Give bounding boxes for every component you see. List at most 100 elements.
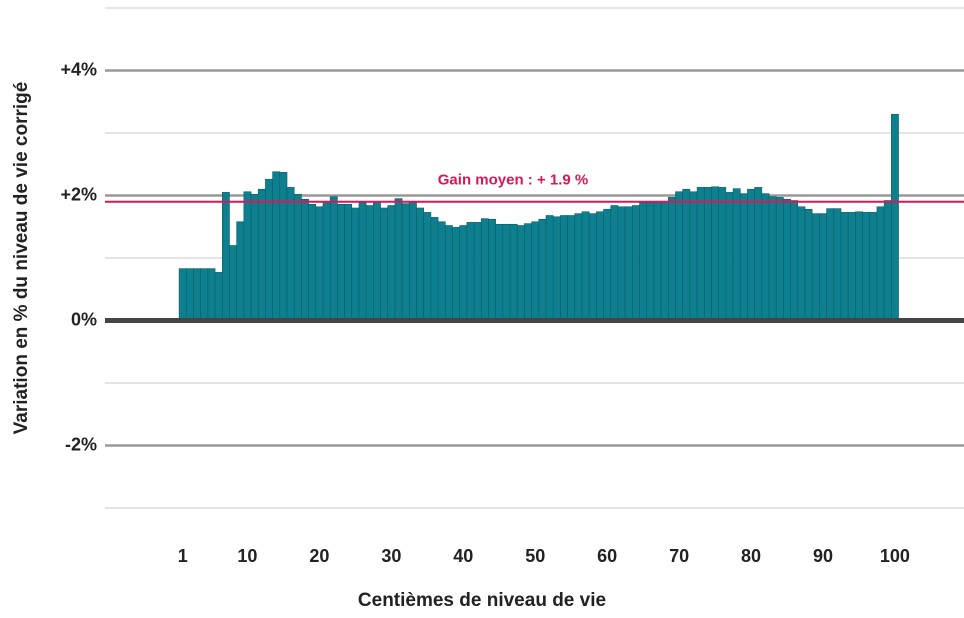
bar	[775, 197, 784, 321]
bar	[308, 203, 317, 321]
bar	[337, 203, 345, 321]
bar	[754, 187, 763, 321]
bar	[272, 171, 281, 321]
bar	[804, 208, 813, 321]
bar	[286, 187, 295, 321]
bar	[747, 188, 755, 321]
bar	[250, 193, 259, 321]
bar	[409, 202, 417, 321]
bar	[560, 215, 568, 321]
bar	[545, 215, 554, 321]
bar	[646, 202, 655, 321]
bar	[632, 205, 640, 321]
bar	[509, 223, 518, 321]
bar	[811, 213, 820, 321]
bar	[315, 206, 324, 321]
bar	[466, 222, 475, 321]
bar	[221, 192, 230, 321]
bar	[531, 221, 540, 321]
bar	[711, 186, 719, 321]
bar	[444, 225, 453, 321]
bar	[761, 193, 770, 321]
bar	[351, 207, 360, 321]
bar	[185, 268, 194, 321]
bar	[279, 172, 288, 321]
bar	[193, 268, 201, 321]
bar	[552, 216, 561, 321]
x-tick-label: 100	[880, 546, 910, 566]
x-tick-label: 40	[453, 546, 473, 566]
bar	[725, 192, 734, 321]
x-tick-label: 1	[178, 546, 188, 566]
bar	[718, 187, 727, 321]
x-tick-label: 30	[381, 546, 401, 566]
bar	[876, 206, 885, 321]
bar	[574, 213, 583, 321]
bar	[236, 221, 245, 321]
bar	[200, 268, 209, 321]
bar	[797, 206, 806, 321]
bar	[495, 223, 504, 321]
bar	[869, 212, 878, 321]
x-tick-label: 90	[813, 546, 833, 566]
y-tick-label: -2%	[65, 434, 97, 454]
bar	[819, 213, 827, 321]
x-tick-label: 10	[237, 546, 257, 566]
bar	[668, 197, 676, 321]
bar	[516, 225, 525, 321]
reference-label: Gain moyen : + 1.9 %	[438, 172, 588, 189]
bar	[891, 113, 899, 321]
y-tick-label: +4%	[60, 59, 97, 79]
bar	[257, 188, 266, 321]
bar	[783, 198, 791, 321]
bar	[373, 202, 381, 321]
bar	[768, 196, 777, 321]
bar	[488, 218, 496, 321]
y-axis-title: Variation en % du niveau de vie corrigé	[11, 82, 32, 435]
bar	[293, 193, 302, 321]
bar	[567, 215, 576, 321]
bar	[689, 191, 698, 321]
bar	[178, 268, 187, 321]
bar	[538, 218, 547, 321]
bar	[322, 201, 331, 321]
bar	[229, 245, 237, 321]
bar	[624, 206, 633, 321]
bar	[703, 187, 712, 321]
bar	[581, 211, 590, 321]
bar	[358, 202, 367, 321]
bar	[480, 218, 489, 321]
x-tick-label: 80	[741, 546, 761, 566]
bar	[596, 211, 604, 321]
x-tick-label: 70	[669, 546, 689, 566]
bar	[344, 203, 353, 321]
bar	[430, 217, 439, 321]
bar	[653, 201, 662, 321]
x-tick-label: 60	[597, 546, 617, 566]
bar	[862, 212, 871, 321]
bar	[365, 205, 374, 321]
bar	[502, 223, 511, 321]
bar	[617, 206, 626, 321]
bar	[833, 208, 842, 321]
bar	[416, 207, 425, 321]
bar	[610, 205, 619, 321]
bar	[401, 203, 410, 321]
y-tick-label: +2%	[60, 184, 97, 204]
bar	[214, 272, 223, 321]
bar	[840, 212, 849, 321]
bar	[437, 221, 446, 321]
bar	[452, 227, 460, 321]
bar	[473, 222, 482, 321]
x-tick-label: 50	[525, 546, 545, 566]
bar	[329, 196, 338, 321]
bar	[675, 191, 684, 321]
bar	[588, 213, 597, 321]
y-tick-label: 0%	[71, 309, 97, 329]
bar	[847, 212, 856, 321]
bar	[301, 198, 309, 321]
bar	[524, 223, 532, 321]
bar	[207, 268, 216, 321]
bar	[883, 200, 892, 321]
